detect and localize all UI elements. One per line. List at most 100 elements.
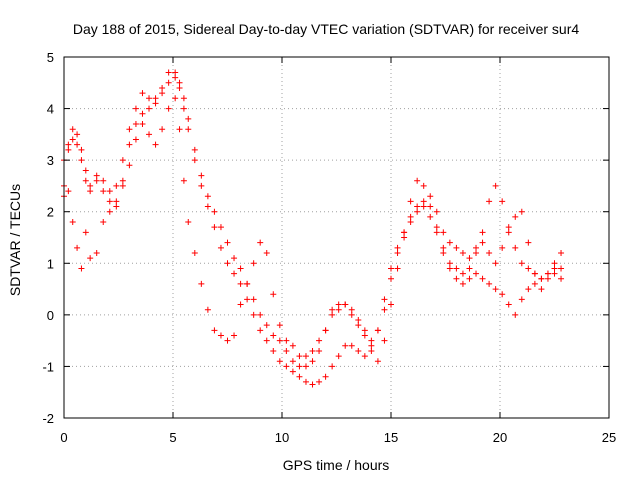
- chart-title: Day 188 of 2015, Sidereal Day-to-day VTE…: [73, 21, 579, 37]
- data-point: [394, 249, 401, 256]
- data-point: [198, 280, 205, 287]
- data-point: [414, 203, 421, 210]
- data-point: [492, 182, 499, 189]
- data-point: [518, 208, 525, 215]
- data-point: [198, 182, 205, 189]
- data-point: [237, 265, 244, 272]
- data-point: [237, 280, 244, 287]
- data-point: [355, 322, 362, 329]
- x-tick-label: 5: [169, 430, 176, 445]
- data-point: [106, 208, 113, 215]
- data-point: [87, 182, 94, 189]
- data-point: [459, 270, 466, 277]
- data-point: [152, 100, 159, 107]
- data-point: [204, 306, 211, 313]
- data-point: [126, 126, 133, 133]
- data-point: [296, 363, 303, 370]
- data-point: [388, 301, 394, 308]
- data-point: [335, 301, 342, 308]
- data-point: [180, 95, 187, 102]
- data-point: [420, 198, 427, 205]
- data-point: [368, 347, 375, 354]
- y-tick-label: 5: [47, 50, 54, 65]
- data-point: [263, 249, 270, 256]
- x-tick-label: 20: [493, 430, 507, 445]
- data-point: [276, 337, 283, 344]
- data-point: [113, 182, 120, 189]
- y-axis-label: SDTVAR / TECUs: [7, 184, 23, 296]
- data-point: [198, 172, 205, 179]
- data-point: [176, 79, 183, 86]
- data-point: [518, 260, 525, 267]
- data-point: [302, 378, 309, 385]
- data-point: [459, 280, 466, 287]
- data-point: [78, 157, 85, 164]
- data-point: [499, 198, 506, 205]
- data-point: [518, 296, 525, 303]
- series-track-b: [61, 69, 565, 370]
- data-point: [479, 239, 486, 246]
- data-point: [159, 126, 166, 133]
- data-point: [401, 234, 408, 241]
- data-point: [466, 275, 473, 282]
- data-point: [270, 291, 277, 298]
- data-point: [165, 69, 172, 76]
- data-point: [558, 249, 565, 256]
- data-point: [211, 224, 218, 231]
- data-point: [427, 203, 434, 210]
- data-point: [486, 198, 493, 205]
- data-point: [159, 84, 166, 91]
- data-point: [74, 244, 81, 251]
- data-point: [126, 162, 133, 169]
- data-point: [459, 249, 466, 256]
- data-point: [512, 311, 519, 318]
- data-point: [473, 270, 480, 277]
- series-track-a: [61, 74, 565, 388]
- data-point: [361, 327, 368, 334]
- data-point: [335, 353, 342, 360]
- data-point: [87, 188, 94, 195]
- data-point: [551, 265, 558, 272]
- data-point: [505, 229, 512, 236]
- plot-frame: [63, 56, 610, 419]
- data-point: [420, 203, 427, 210]
- data-point: [74, 141, 81, 148]
- data-point: [302, 353, 309, 360]
- data-point: [348, 306, 355, 313]
- data-point: [276, 322, 283, 329]
- data-point: [361, 332, 368, 339]
- x-tick-label: 0: [60, 430, 67, 445]
- data-point: [433, 224, 440, 231]
- data-point: [525, 265, 532, 272]
- data-point: [146, 105, 153, 112]
- data-point: [440, 244, 447, 251]
- y-tick-label: 3: [47, 153, 54, 168]
- data-point: [211, 327, 218, 334]
- x-tick-label: 25: [602, 430, 616, 445]
- data-point: [78, 146, 85, 153]
- data-point: [244, 280, 251, 287]
- data-point: [289, 342, 296, 349]
- data-point: [296, 353, 303, 360]
- data-point: [486, 280, 493, 287]
- data-point: [388, 265, 394, 272]
- data-point: [558, 275, 565, 282]
- data-point: [185, 219, 192, 226]
- data-point: [231, 255, 238, 262]
- data-point: [139, 110, 146, 117]
- data-point: [217, 224, 224, 231]
- data-point: [82, 177, 89, 184]
- data-point: [180, 177, 187, 184]
- data-point: [78, 265, 85, 272]
- data-point: [499, 291, 506, 298]
- y-tick-label: -1: [42, 359, 54, 374]
- data-point: [499, 244, 506, 251]
- data-point: [512, 213, 519, 220]
- data-point: [309, 381, 316, 388]
- data-point: [440, 249, 447, 256]
- data-point: [100, 188, 107, 195]
- data-point: [283, 337, 290, 344]
- data-point: [224, 337, 231, 344]
- data-point: [146, 131, 153, 138]
- data-point: [119, 182, 126, 189]
